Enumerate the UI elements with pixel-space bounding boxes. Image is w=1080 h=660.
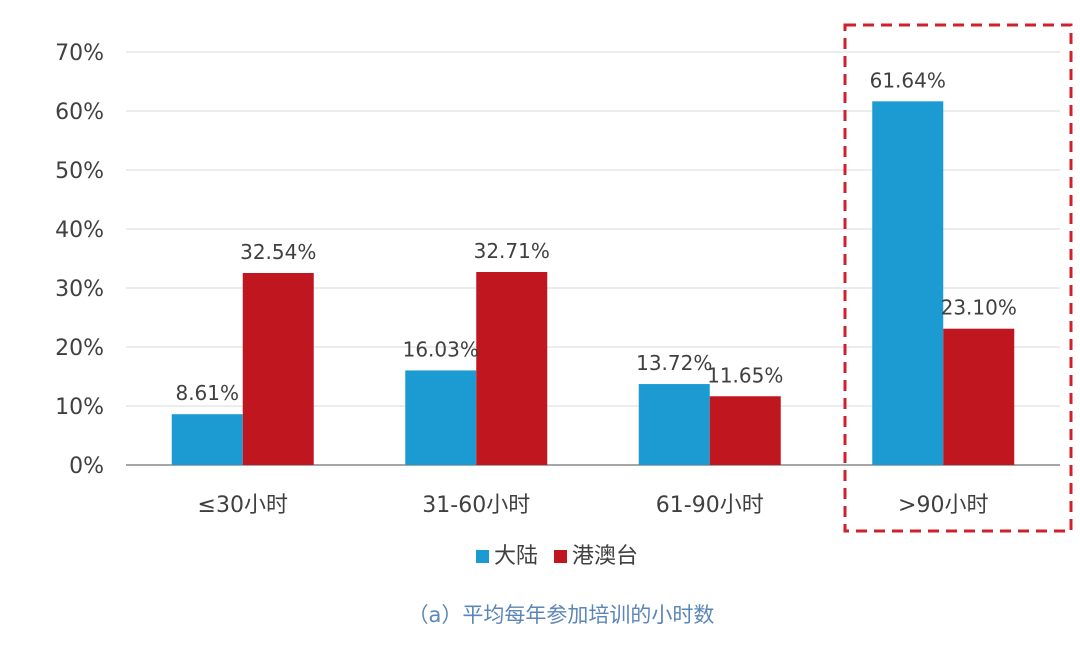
- highlight-frame: [843, 23, 1073, 533]
- bar-mainland: [405, 370, 477, 465]
- y-tick-label: 40%: [55, 218, 104, 243]
- bar-mainland: [638, 384, 710, 465]
- bar-hk-macao-taiwan: [709, 396, 781, 465]
- data-label: 32.71%: [474, 239, 550, 263]
- legend-swatch: [476, 550, 489, 563]
- legend: 大陆 港澳台: [476, 544, 638, 569]
- y-tick-label: 70%: [55, 41, 104, 66]
- legend-label: 大陆: [494, 544, 538, 569]
- y-tick-label: 30%: [55, 277, 104, 302]
- x-tick-label: 31-60小时: [422, 493, 530, 518]
- bar-hk-macao-taiwan: [476, 272, 548, 465]
- data-label: 16.03%: [403, 337, 479, 361]
- y-tick-label: 20%: [55, 336, 104, 361]
- y-tick-label: 10%: [55, 395, 104, 420]
- axes: 0% 10% 20% 30% 40% 50% 60% 70% ≤30小时 31-60小时 61-90…: [55, 41, 1060, 518]
- bar-hk-macao-taiwan: [242, 273, 314, 465]
- x-tick-label: 61-90小时: [656, 493, 764, 518]
- data-label: 13.72%: [636, 351, 712, 375]
- bar-hk-macao-taiwan: [943, 328, 1015, 465]
- data-label: 61.64%: [870, 68, 946, 92]
- y-tick-label: 60%: [55, 100, 104, 125]
- x-tick-label: ≤30小时: [198, 493, 288, 518]
- legend-label: 港澳台: [572, 544, 638, 569]
- y-tick-label: 0%: [69, 454, 104, 479]
- data-labels: 8.61% 32.54% 16.03% 32.71% 13.72%11.65% 61.64…: [175, 68, 1016, 405]
- y-tick-label: 50%: [55, 159, 104, 184]
- highlight-dashed-box: [843, 23, 1073, 533]
- data-label: 23.10%: [941, 296, 1017, 320]
- x-tick-label: >90小时: [898, 493, 988, 518]
- data-label: 32.54%: [240, 240, 316, 264]
- data-label: 8.61%: [175, 381, 239, 405]
- chart-caption: （a）平均每年参加培训的小时数: [408, 603, 715, 627]
- bars: [171, 101, 1015, 465]
- bar-mainland: [171, 414, 243, 465]
- bar-mainland: [872, 101, 944, 465]
- data-label: 11.65%: [707, 363, 783, 387]
- legend-swatch: [554, 550, 567, 563]
